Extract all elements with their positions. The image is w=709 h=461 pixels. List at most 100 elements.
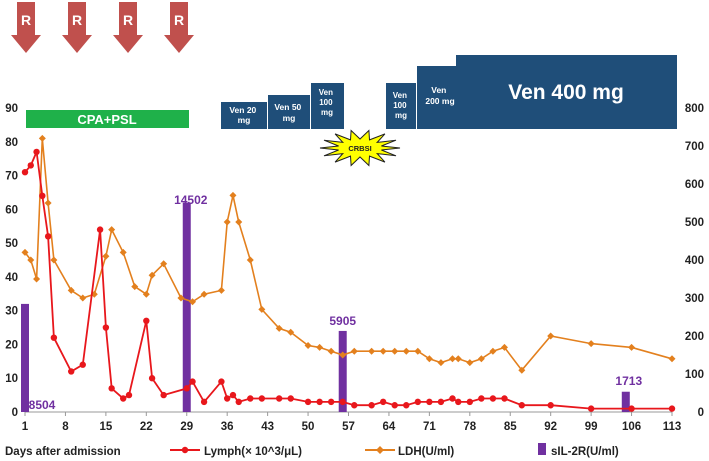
sil2r-bar-label: 1713 [615, 374, 642, 388]
lymph-point [547, 402, 554, 409]
x-axis-ticks: 1 8 15 22 29 36 43 50 57 64 71 78 85 92 99 106 113 [22, 412, 681, 433]
lymph-point [125, 391, 133, 399]
ldh-point [500, 343, 508, 351]
ldh-point [258, 305, 266, 313]
ldh-point [235, 218, 243, 226]
lymph-point [379, 398, 387, 406]
ldh-point [38, 134, 46, 142]
ldh-point [489, 347, 497, 355]
crbsi-label: CRBSI [348, 144, 371, 153]
r-arrow-label: R [123, 12, 133, 28]
left-y-axis-ticks: 0 10 20 30 40 50 60 70 80 90 [5, 103, 18, 419]
right-y-tick-label: 700 [685, 141, 704, 153]
ldh-point [21, 248, 29, 256]
ldh-point [350, 347, 358, 355]
sil2r-bar [21, 303, 29, 412]
ldh-point [50, 256, 58, 264]
cpa-psl-label: CPA+PSL [77, 112, 136, 127]
ldh-point [402, 347, 410, 355]
lymph-point [160, 391, 167, 399]
lymph-point [449, 395, 456, 402]
ldh-point [379, 347, 387, 355]
ldh-point [448, 355, 456, 363]
ldh-point [246, 256, 254, 264]
x-tick-label: 71 [423, 421, 436, 433]
lymph-point [247, 395, 254, 402]
lymph-point [466, 398, 474, 406]
ven-100-2-line-1: Ven [393, 91, 407, 100]
lymph-point [316, 398, 323, 406]
ldh-point [287, 328, 295, 336]
left-y-tick-label: 60 [5, 204, 18, 216]
lymph-point [102, 324, 110, 331]
x-tick-label: 99 [585, 421, 598, 433]
lymph-point [258, 395, 266, 402]
right-y-tick-label: 500 [685, 217, 704, 229]
legend-ldh-marker [376, 446, 384, 454]
ldh-point [160, 260, 168, 268]
ven-100-box-2 [386, 83, 416, 129]
ven-100-label-1: Ven 100 mg [319, 88, 335, 117]
lymph-point [668, 405, 676, 412]
ven-100-1-line-3: mg [321, 108, 333, 117]
right-y-axis-ticks: 0 100 200 300 400 500 600 700 800 [685, 103, 704, 419]
x-tick-label: 36 [221, 421, 234, 433]
lymph-point [518, 402, 526, 409]
x-tick-label: 29 [180, 421, 193, 433]
lymph-point [120, 395, 127, 402]
ldh-point [587, 340, 595, 348]
x-tick-label: 15 [99, 421, 112, 433]
lymph-point [218, 378, 225, 385]
ven-100-2-line-2: 100 [393, 101, 407, 110]
ldh-point [217, 286, 225, 294]
lymph-point [44, 233, 52, 240]
ven-100-1-line-2: 100 [319, 98, 333, 107]
r-arrow-icon [113, 2, 143, 53]
cpa-psl-bar [26, 110, 189, 128]
x-tick-label: 22 [140, 421, 153, 433]
lymph-point [304, 398, 312, 406]
ldh-point [27, 256, 35, 264]
sil2r-bar-label: 5905 [329, 314, 356, 328]
lymph-point [287, 395, 294, 402]
lymph-point [275, 395, 283, 402]
lymph-point [189, 378, 196, 385]
r-arrow-label: R [174, 12, 184, 28]
ldh-point [437, 359, 445, 367]
ven-20-label: Ven 20 mg [229, 105, 258, 125]
ldh-point [131, 283, 139, 291]
ldh-point [44, 199, 52, 207]
ldh-point [67, 286, 75, 294]
ldh-point [547, 332, 555, 340]
lymph-point [229, 391, 237, 399]
lymph-point [351, 402, 358, 409]
lymph-point [489, 395, 497, 402]
right-y-tick-label: 300 [685, 293, 704, 305]
ldh-point [466, 359, 474, 367]
x-tick-label: 50 [302, 421, 315, 433]
ven-20-line-2: mg [238, 115, 251, 125]
legend-sil2r-swatch [538, 443, 546, 455]
ldh-point [425, 355, 433, 363]
ven-200-line-2: 200 mg [425, 96, 454, 106]
left-y-tick-label: 50 [5, 238, 18, 250]
sil2r-bar [338, 330, 347, 412]
left-y-tick-label: 40 [5, 272, 18, 284]
ven-200-label: Ven 200 mg [425, 85, 454, 106]
x-tick-label: 85 [504, 421, 517, 433]
ldh-point [327, 347, 335, 355]
lymph-point [27, 162, 34, 169]
ldh-point [177, 294, 185, 302]
right-y-tick-label: 600 [685, 179, 704, 191]
ldh-point [316, 343, 324, 351]
lymph-point [339, 398, 346, 406]
right-y-tick-label: 800 [685, 103, 704, 115]
x-tick-label: 64 [383, 421, 396, 433]
ven-50-line-2: mg [283, 113, 296, 123]
x-tick-label: 8 [62, 421, 69, 433]
lymph-point [426, 398, 433, 406]
ven-50-box [268, 95, 310, 129]
lymph-point [148, 375, 156, 382]
left-y-tick-label: 0 [12, 407, 18, 419]
